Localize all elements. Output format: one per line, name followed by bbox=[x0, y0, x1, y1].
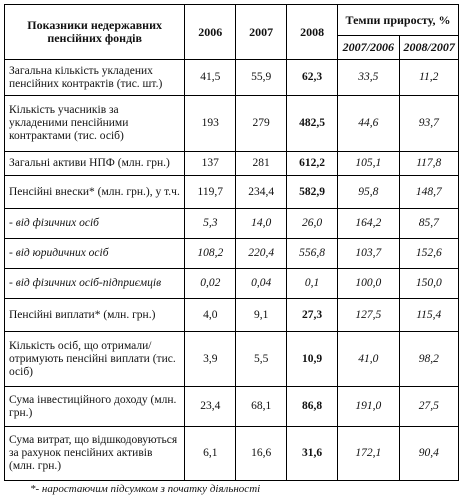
cell-2007: 55,9 bbox=[235, 59, 288, 96]
cell-2008: 31,6 bbox=[286, 426, 339, 481]
row-label: Пенсійні внески* (млн. грн.), у т.ч. bbox=[3, 175, 186, 209]
table-row: Загальна кількість укладених пенсійних к… bbox=[3, 59, 460, 96]
cell-growth-1: 191,0 bbox=[337, 386, 400, 427]
cell-2007: 281 bbox=[235, 151, 288, 176]
cell-growth-1: 41,0 bbox=[337, 331, 400, 387]
cell-2007: 5,5 bbox=[235, 331, 288, 387]
row-label: - від фізичних осіб bbox=[3, 208, 186, 239]
cell-2007: 220,4 bbox=[235, 238, 288, 269]
header-2006: 2006 bbox=[184, 4, 237, 60]
header-growth-2007-2006: 2007/2006 bbox=[337, 35, 400, 60]
cell-2006: 41,5 bbox=[184, 59, 237, 96]
table-row: Пенсійні виплати* (млн. грн.) 4,0 9,1 27… bbox=[3, 298, 460, 332]
cell-2006: 0,02 bbox=[184, 268, 237, 299]
cell-2007: 234,4 bbox=[235, 175, 288, 209]
row-label: Загальна кількість укладених пенсійних к… bbox=[3, 59, 186, 96]
cell-growth-2: 150,0 bbox=[398, 268, 460, 299]
cell-2006: 119,7 bbox=[184, 175, 237, 209]
cell-2008: 556,8 bbox=[286, 238, 339, 269]
header-2007: 2007 bbox=[235, 4, 288, 60]
cell-growth-1: 95,8 bbox=[337, 175, 400, 209]
header-growth-2008-2007: 2008/2007 bbox=[398, 35, 460, 60]
cell-growth-1: 44,6 bbox=[337, 95, 400, 152]
cell-2006: 3,9 bbox=[184, 331, 237, 387]
cell-2008: 612,2 bbox=[286, 151, 339, 176]
cell-growth-1: 172,1 bbox=[337, 426, 400, 481]
cell-growth-2: 93,7 bbox=[398, 95, 460, 152]
cell-2006: 108,2 bbox=[184, 238, 237, 269]
cell-2006: 6,1 bbox=[184, 426, 237, 481]
cell-growth-2: 90,4 bbox=[398, 426, 460, 481]
cell-2008: 482,5 bbox=[286, 95, 339, 152]
cell-2006: 4,0 bbox=[184, 298, 237, 332]
cell-2008: 582,9 bbox=[286, 175, 339, 209]
row-label: Кількість осіб, що отримали/ отримують п… bbox=[3, 331, 186, 387]
cell-2008: 62,3 bbox=[286, 59, 339, 96]
cell-growth-2: 85,7 bbox=[398, 208, 460, 239]
header-growth: Темпи приросту, % bbox=[337, 4, 459, 36]
cell-2006: 193 bbox=[184, 95, 237, 152]
cell-2006: 23,4 bbox=[184, 386, 237, 427]
cell-growth-1: 164,2 bbox=[337, 208, 400, 239]
cell-growth-2: 27,5 bbox=[398, 386, 460, 427]
row-label: Пенсійні виплати* (млн. грн.) bbox=[3, 298, 186, 332]
cell-2008: 27,3 bbox=[286, 298, 339, 332]
cell-2006: 5,3 bbox=[184, 208, 237, 239]
cell-2007: 9,1 bbox=[235, 298, 288, 332]
table-row: Пенсійні внески* (млн. грн.), у т.ч. 119… bbox=[3, 175, 460, 209]
header-2008: 2008 bbox=[286, 4, 339, 60]
cell-growth-2: 148,7 bbox=[398, 175, 460, 209]
table-row: Сума інвестиційного доходу (млн. грн.) 2… bbox=[3, 386, 460, 427]
cell-2008: 10,9 bbox=[286, 331, 339, 387]
cell-2006: 137 bbox=[184, 151, 237, 176]
cell-growth-2: 115,4 bbox=[398, 298, 460, 332]
cell-2007: 14,0 bbox=[235, 208, 288, 239]
row-label: - від юридичних осіб bbox=[3, 238, 186, 269]
cell-growth-2: 117,8 bbox=[398, 151, 460, 176]
cell-growth-1: 100,0 bbox=[337, 268, 400, 299]
cell-growth-2: 11,2 bbox=[398, 59, 460, 96]
cell-2008: 0,1 bbox=[286, 268, 339, 299]
cell-2007: 68,1 bbox=[235, 386, 288, 427]
table-row: - від фізичних осіб-підприємців 0,02 0,0… bbox=[3, 268, 460, 299]
cell-growth-2: 98,2 bbox=[398, 331, 460, 387]
table-row: Кількість учасників за укладеними пенсій… bbox=[3, 95, 460, 152]
table-row: Сума витрат, що відшкодовуються за рахун… bbox=[3, 426, 460, 481]
row-label: Загальні активи НПФ (млн. грн.) bbox=[3, 151, 186, 176]
pension-funds-table: Показники недержавних пенсійних фондів 2… bbox=[3, 4, 460, 481]
cell-growth-1: 103,7 bbox=[337, 238, 400, 269]
row-label: Кількість учасників за укладеними пенсій… bbox=[3, 95, 186, 152]
cell-growth-1: 33,5 bbox=[337, 59, 400, 96]
table-row: - від фізичних осіб 5,3 14,0 26,0 164,2 … bbox=[3, 208, 460, 239]
table-row: Кількість осіб, що отримали/ отримують п… bbox=[3, 331, 460, 387]
cell-2007: 16,6 bbox=[235, 426, 288, 481]
cell-2008: 26,0 bbox=[286, 208, 339, 239]
row-label: - від фізичних осіб-підприємців bbox=[3, 268, 186, 299]
cell-growth-2: 152,6 bbox=[398, 238, 460, 269]
header-indicator: Показники недержавних пенсійних фондів bbox=[3, 4, 186, 60]
cell-2008: 86,8 bbox=[286, 386, 339, 427]
table-row: Загальні активи НПФ (млн. грн.) 137 281 … bbox=[3, 151, 460, 176]
footnote: *- наростаючим підсумком з початку діяль… bbox=[30, 483, 261, 495]
cell-2007: 0,04 bbox=[235, 268, 288, 299]
row-label: Сума інвестиційного доходу (млн. грн.) bbox=[3, 386, 186, 427]
cell-growth-1: 105,1 bbox=[337, 151, 400, 176]
cell-growth-1: 127,5 bbox=[337, 298, 400, 332]
row-label: Сума витрат, що відшкодовуються за рахун… bbox=[3, 426, 186, 481]
cell-2007: 279 bbox=[235, 95, 288, 152]
table-row: - від юридичних осіб 108,2 220,4 556,8 1… bbox=[3, 238, 460, 269]
